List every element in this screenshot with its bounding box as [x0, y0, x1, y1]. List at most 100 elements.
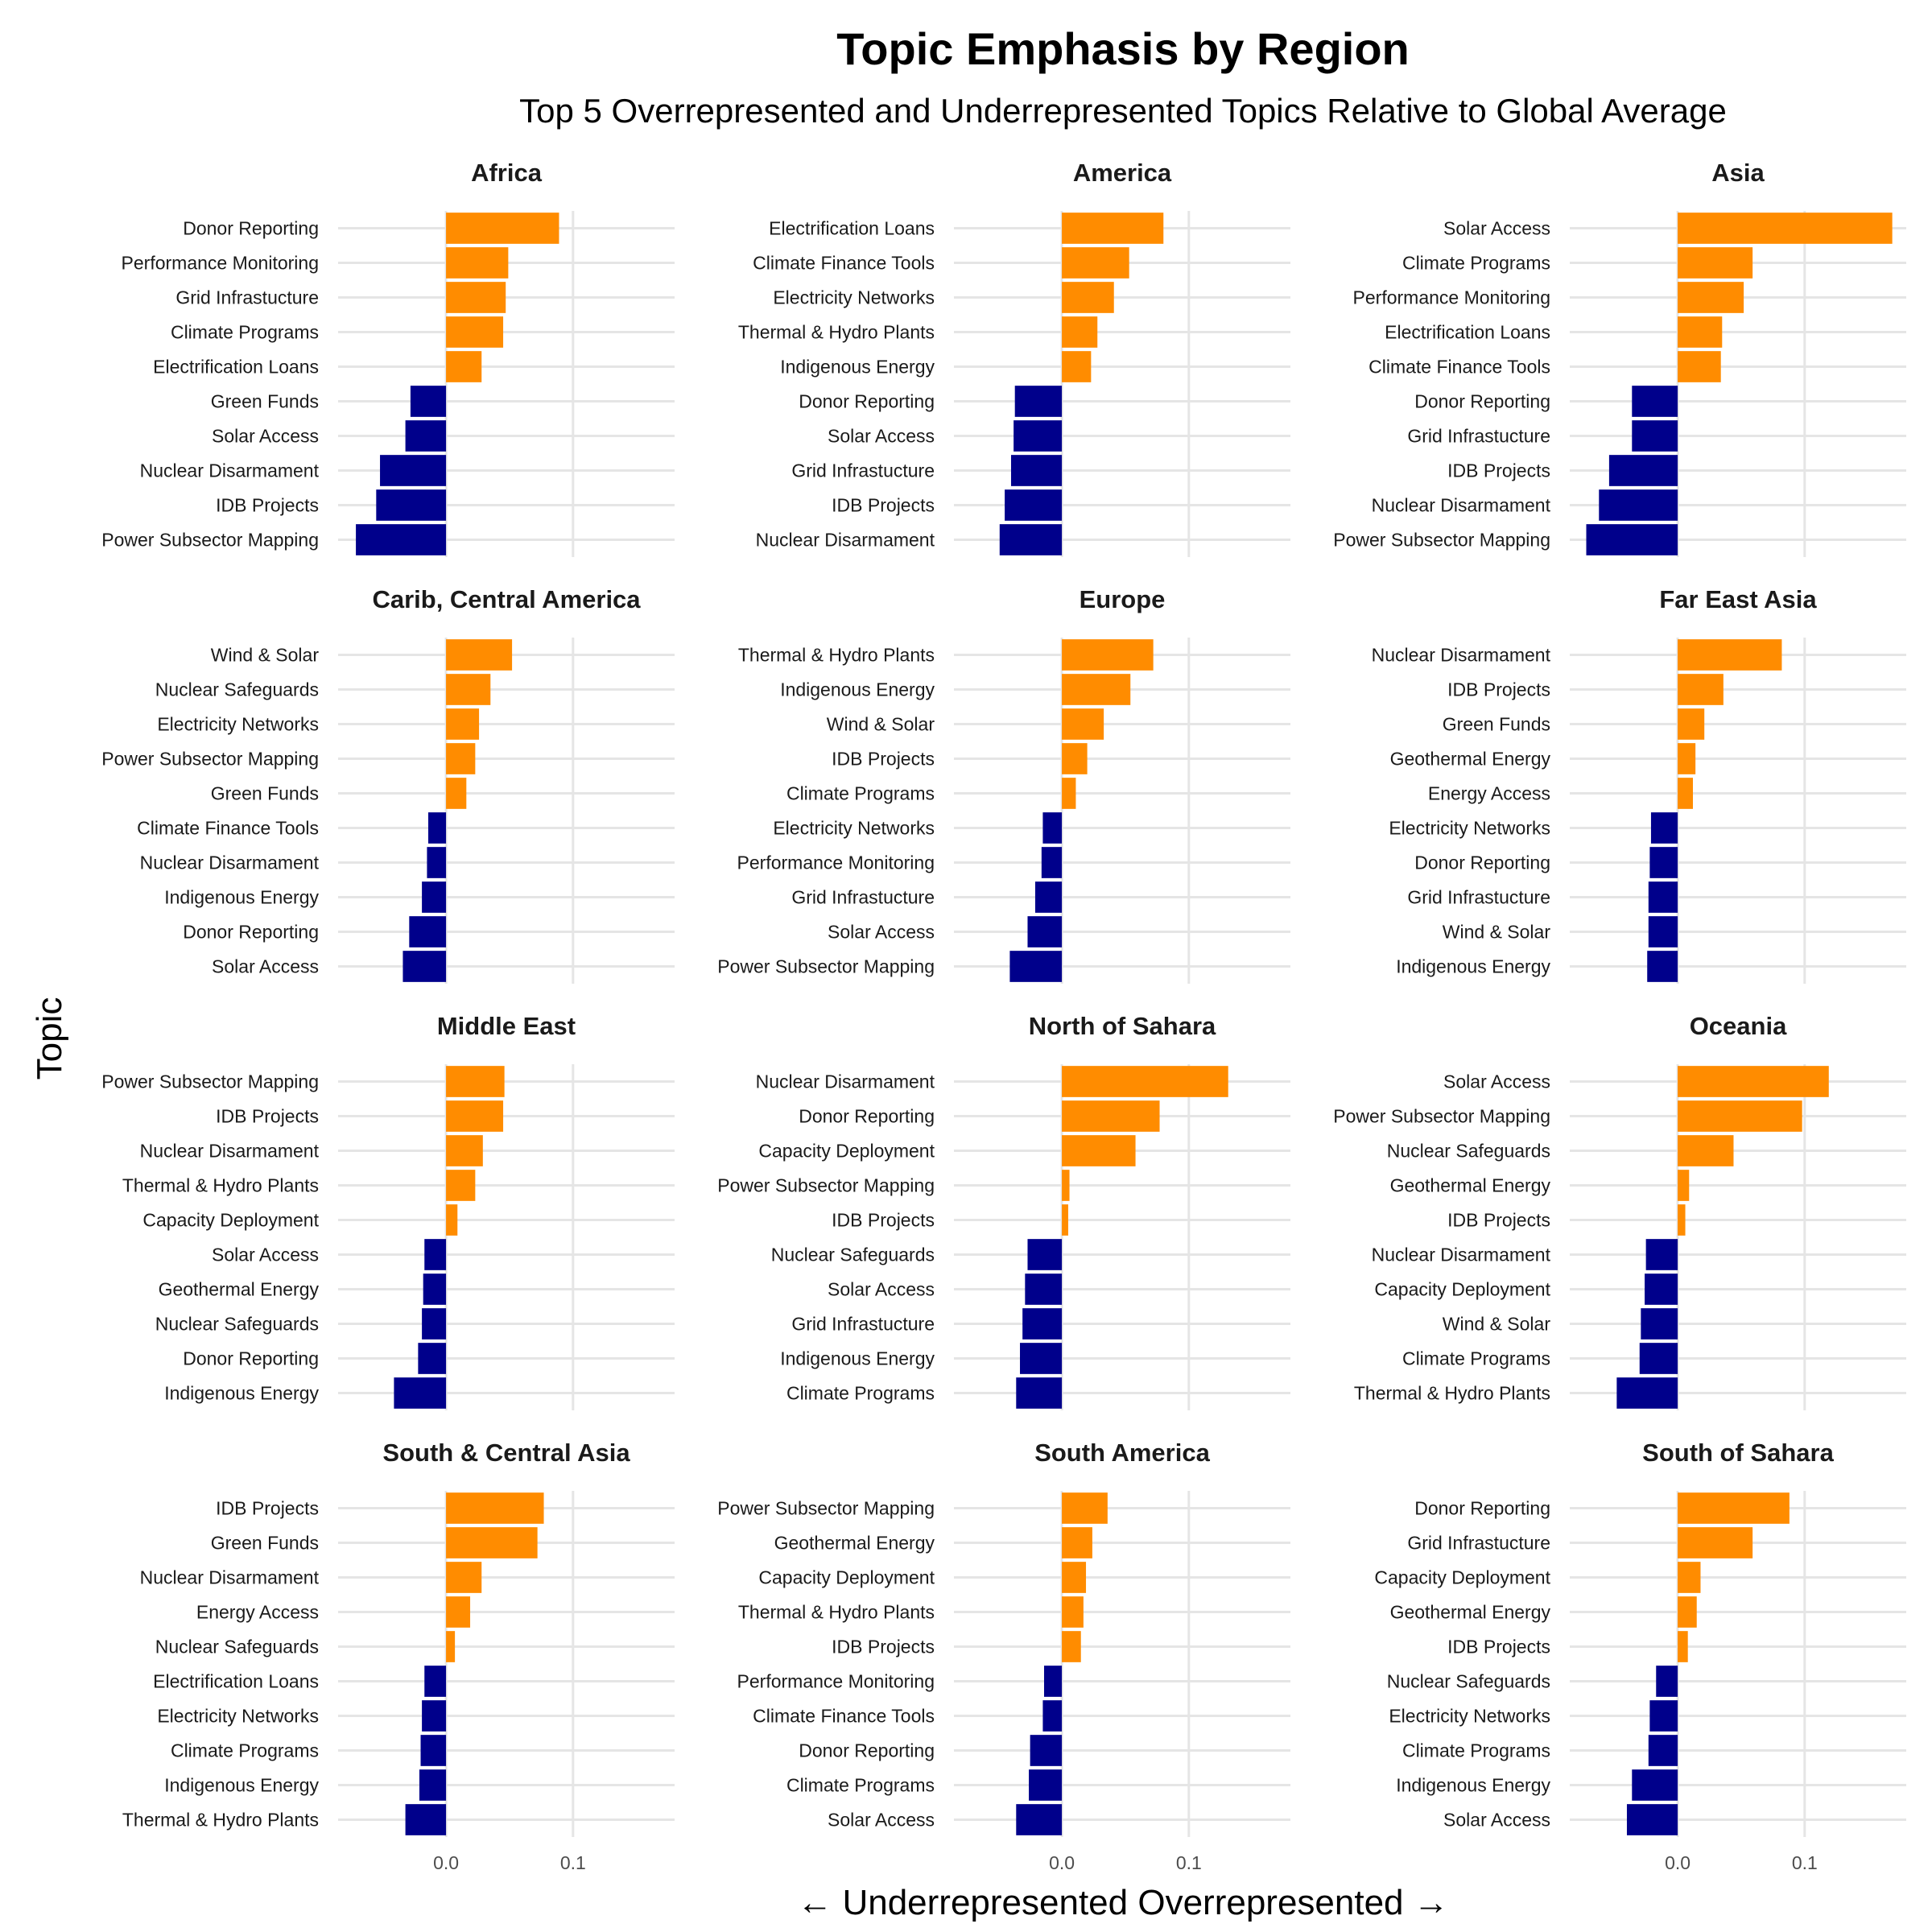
- bar: [1632, 386, 1678, 417]
- bar: [1656, 1666, 1678, 1697]
- topic-label: IDB Projects: [216, 1498, 319, 1519]
- bar: [1678, 743, 1696, 774]
- bar: [1062, 674, 1131, 705]
- topic-label: Indigenous Energy: [1396, 1775, 1550, 1796]
- bar: [1020, 1343, 1063, 1374]
- bar: [1678, 316, 1723, 348]
- y-axis-label: Topic: [30, 997, 69, 1080]
- bar: [1062, 316, 1098, 348]
- topic-label: Indigenous Energy: [1396, 956, 1550, 977]
- topic-label: Donor Reporting: [1414, 852, 1550, 873]
- topic-label: Electricity Networks: [157, 1706, 319, 1727]
- bar: [446, 1527, 538, 1558]
- topic-label: Grid Infrastucture: [1407, 887, 1550, 908]
- topic-label: Solar Access: [828, 1810, 935, 1831]
- bar: [1062, 743, 1088, 774]
- bar: [1016, 1804, 1063, 1835]
- bar: [446, 639, 513, 671]
- panel-title: Asia: [1711, 159, 1765, 187]
- bar: [999, 524, 1063, 555]
- topic-label: Electrification Loans: [1385, 322, 1550, 343]
- bar: [1029, 1769, 1063, 1801]
- bar: [446, 282, 506, 313]
- topic-label: IDB Projects: [832, 1210, 935, 1231]
- topic-label: Capacity Deployment: [142, 1210, 319, 1231]
- topic-label: Indigenous Energy: [164, 1383, 319, 1404]
- topic-label: Performance Monitoring: [737, 1671, 935, 1692]
- topic-label: Climate Programs: [786, 783, 935, 804]
- topic-label: Wind & Solar: [1443, 1314, 1551, 1335]
- topic-label: Indigenous Energy: [780, 1348, 935, 1369]
- topic-label: Solar Access: [828, 426, 935, 447]
- bar: [1678, 1135, 1734, 1166]
- topic-label: Indigenous Energy: [780, 679, 935, 700]
- topic-label: Thermal & Hydro Plants: [1354, 1383, 1550, 1404]
- topic-label: Power Subsector Mapping: [1333, 530, 1550, 551]
- bar: [446, 351, 482, 382]
- bar: [1025, 1274, 1063, 1305]
- bar: [1647, 951, 1678, 982]
- topic-label: Green Funds: [211, 391, 319, 412]
- bar: [1062, 1562, 1087, 1593]
- bar: [1678, 1492, 1790, 1524]
- topic-label: Power Subsector Mapping: [717, 1175, 935, 1196]
- bar: [1586, 524, 1678, 555]
- panel-south-of-sahara: South of Sahara Donor Reporting Grid Infra…: [1374, 1439, 1906, 1873]
- bar: [422, 881, 447, 913]
- x-tick-label: 0.1: [1792, 1852, 1818, 1873]
- topic-label: Donor Reporting: [799, 1106, 935, 1127]
- topic-label: Indigenous Energy: [780, 357, 935, 378]
- bar: [1062, 1631, 1081, 1662]
- topic-label: Green Funds: [211, 783, 319, 804]
- bar: [1062, 1492, 1108, 1524]
- topic-label: Nuclear Disarmament: [140, 852, 320, 873]
- topic-label: Performance Monitoring: [737, 852, 935, 873]
- bar: [1042, 812, 1063, 844]
- bar: [1678, 1204, 1686, 1236]
- bar: [446, 316, 504, 348]
- bar: [1030, 1735, 1063, 1766]
- bar: [1034, 881, 1063, 913]
- topic-label: Nuclear Disarmament: [1372, 645, 1551, 666]
- bar: [405, 1804, 447, 1835]
- topic-label: Nuclear Safeguards: [1387, 1141, 1550, 1162]
- topic-label: Green Funds: [211, 1533, 319, 1554]
- topic-label: Climate Finance Tools: [753, 253, 935, 274]
- bar: [1645, 1239, 1678, 1270]
- bar: [394, 1377, 447, 1409]
- bar: [446, 778, 467, 809]
- bar: [1010, 455, 1063, 486]
- topic-label: Nuclear Disarmament: [140, 460, 320, 481]
- topic-label: Solar Access: [212, 1245, 319, 1265]
- bar: [1062, 351, 1092, 382]
- bar: [1062, 708, 1104, 740]
- bar: [1678, 351, 1721, 382]
- bar: [1027, 1239, 1063, 1270]
- bar: [418, 1343, 447, 1374]
- bar: [1062, 1100, 1160, 1132]
- topic-label: Power Subsector Mapping: [101, 749, 319, 770]
- bar: [1062, 1135, 1136, 1166]
- topic-label: Green Funds: [1443, 714, 1550, 735]
- topic-label: Solar Access: [828, 1279, 935, 1300]
- bar: [446, 1631, 456, 1662]
- panel-asia: Asia Solar Access Climate Programs Performa…: [1333, 159, 1906, 557]
- topic-label: Geothermal Energy: [1390, 1602, 1551, 1623]
- topic-label: Electrification Loans: [769, 218, 935, 239]
- panel-north-of-sahara: North of Sahara Nuclear Disarmament Donor …: [717, 1012, 1290, 1410]
- panel-america: America Electrification Loans Climate Fina…: [738, 159, 1290, 557]
- topic-label: Grid Infrastucture: [1407, 426, 1550, 447]
- bar: [423, 1274, 447, 1305]
- topic-label: Grid Infrastucture: [791, 460, 935, 481]
- bar: [410, 386, 447, 417]
- bar: [1678, 1527, 1753, 1558]
- bar: [1062, 639, 1154, 671]
- panel-title: Far East Asia: [1659, 585, 1817, 613]
- bar: [1678, 247, 1753, 279]
- panel-carib-central-america: Carib, Central America Wind & Solar Nuclea…: [101, 585, 675, 984]
- topic-label: IDB Projects: [1447, 460, 1550, 481]
- topic-label: Nuclear Safeguards: [155, 1637, 319, 1657]
- topic-label: Donor Reporting: [799, 391, 935, 412]
- bar: [1042, 1700, 1063, 1732]
